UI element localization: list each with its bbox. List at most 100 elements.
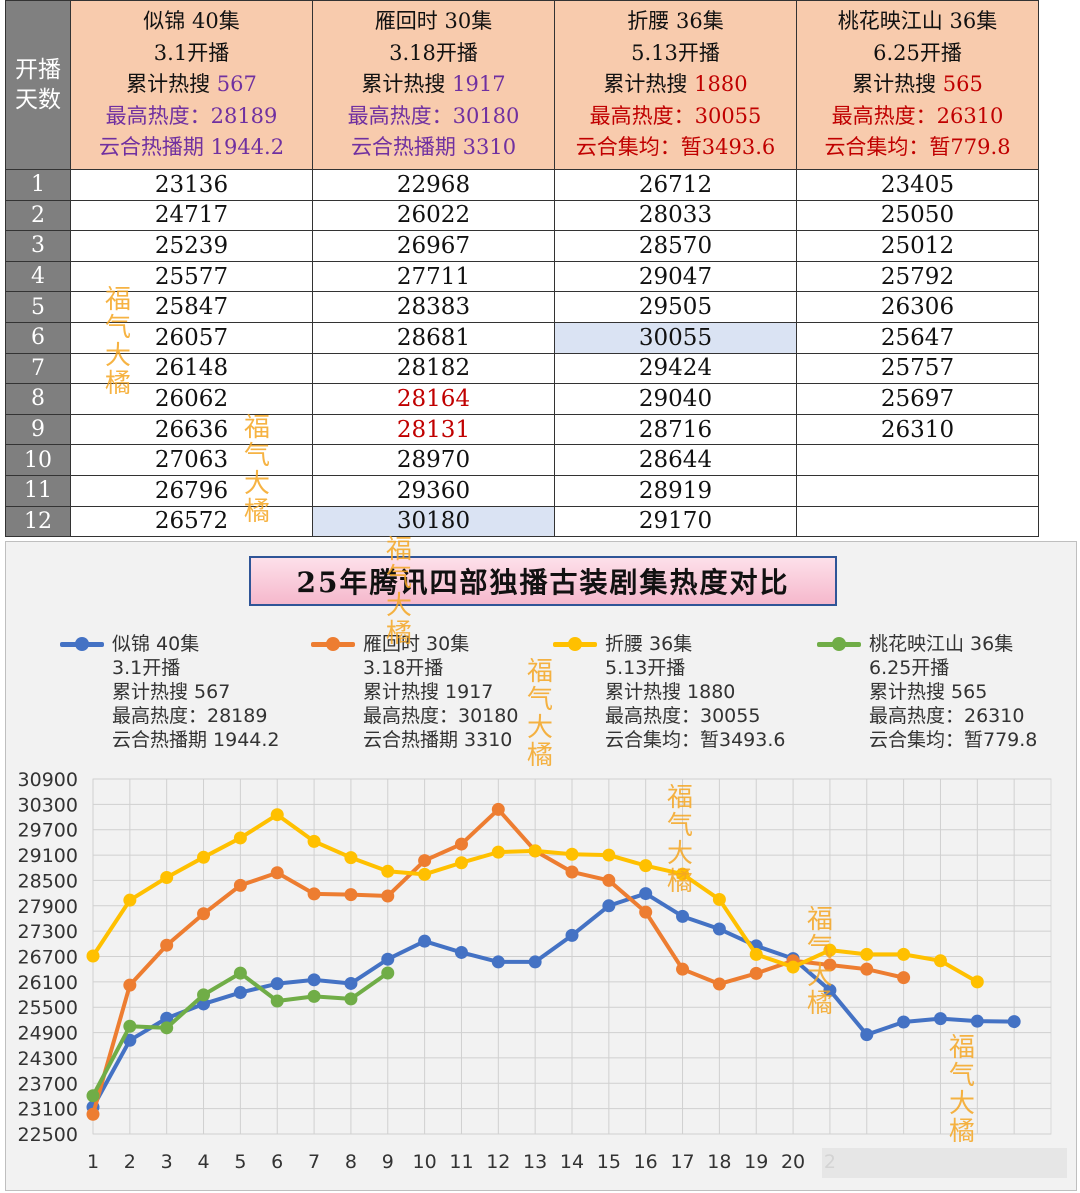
day-number: 10 — [5, 444, 71, 476]
heat-value-cell — [796, 444, 1039, 476]
data-point — [970, 975, 984, 989]
legend-detail: 云合集均：暂779.8 — [869, 729, 1038, 751]
legend-detail: 累计热搜 565 — [869, 681, 988, 703]
drama-header-line: 3.18开播 — [389, 40, 478, 65]
table-row: 8 26062 28164 29040 25697 — [5, 383, 1039, 415]
chart-title: 25年腾讯四部独播古装剧集热度对比 — [296, 566, 790, 599]
heat-value-cell: 25847 — [70, 291, 313, 323]
heat-value-cell: 28570 — [554, 230, 797, 262]
day-number: 1 — [5, 169, 71, 201]
table-row: 2 24717 26022 28033 25050 — [5, 199, 1039, 232]
data-point — [418, 867, 432, 881]
data-point — [160, 938, 174, 952]
x-tick-label: 1 — [87, 1151, 99, 1173]
drama-header-line: 累计热搜 565 — [852, 72, 983, 97]
data-point — [381, 952, 395, 966]
heat-value-cell: 29170 — [554, 505, 797, 538]
data-point — [528, 844, 542, 858]
y-tick-label: 29100 — [18, 845, 78, 867]
data-point — [823, 958, 837, 972]
legend-dot-icon — [832, 637, 846, 651]
y-tick-label: 29700 — [18, 820, 78, 842]
data-point — [160, 1011, 174, 1025]
table-row: 10 27063 28970 28644 — [5, 444, 1039, 476]
data-point — [418, 934, 432, 948]
watermark-text: 福气大橘 — [385, 535, 412, 649]
heat-value-cell — [796, 505, 1039, 538]
data-point — [86, 1089, 100, 1103]
day-number: 2 — [5, 199, 71, 232]
drama-header-line: 折腰 36集 — [627, 9, 724, 34]
data-point — [639, 887, 653, 901]
y-tick-label: 24900 — [18, 1023, 78, 1045]
legend-detail: 5.13开播 — [605, 657, 686, 679]
heat-value-cell: 26967 — [312, 230, 555, 262]
y-tick-label: 27900 — [18, 896, 78, 918]
legend-dot-icon — [568, 637, 582, 651]
legend-detail: 最高热度：28189 — [112, 705, 268, 727]
drama-header-line: 5.13开播 — [631, 40, 720, 65]
data-point — [233, 986, 247, 1000]
heat-value-cell: 27063 — [70, 444, 313, 476]
table-header-row: 开播天数 似锦 40集 3.1开播 累计热搜 567 最高热度：28189 云合热播期 … — [5, 0, 1039, 170]
data-point — [270, 866, 284, 880]
data-point — [933, 1012, 947, 1026]
data-point — [602, 873, 616, 887]
data-point — [676, 962, 690, 976]
day-number: 6 — [5, 321, 71, 354]
drama-header-line: 累计热搜 1917 — [361, 72, 506, 97]
legend-detail: 云合热播期 3310 — [363, 729, 513, 751]
y-tick-label: 25500 — [18, 997, 78, 1019]
x-tick-label: 19 — [744, 1151, 768, 1173]
heat-value-cell: 25012 — [796, 230, 1039, 262]
heat-value-cell: 23405 — [796, 169, 1039, 201]
data-point — [454, 837, 468, 851]
x-tick-label: 14 — [560, 1151, 584, 1173]
day-number: 5 — [5, 291, 71, 323]
watermark-text: 福气大橘 — [526, 657, 553, 771]
y-tick-label: 27300 — [18, 921, 78, 943]
heat-value-cell: 28131 — [312, 413, 555, 446]
heat-value-cell: 22968 — [312, 169, 555, 201]
x-tick-label: 6 — [271, 1151, 283, 1173]
data-point — [565, 928, 579, 942]
legend-detail: 3.1开播 — [112, 657, 181, 679]
drama-header-4: 桃花映江山 36集 6.25开播 累计热搜 565 最高热度：26310 云合集均：暂7… — [796, 0, 1039, 170]
data-point — [270, 977, 284, 991]
heat-value-cell: 25697 — [796, 383, 1039, 415]
heat-value-cell: 26306 — [796, 291, 1039, 323]
data-point — [344, 851, 358, 865]
watermark-text: 福气大橘 — [104, 285, 131, 399]
table-row: 6 26057 28681 30055 25647 — [5, 321, 1039, 354]
drama-header-line: 桃花映江山 36集 — [837, 9, 998, 34]
data-point — [381, 966, 395, 980]
x-tick-label: 18 — [707, 1151, 731, 1173]
watermark-text: 福气大橘 — [806, 905, 833, 1019]
drama-header-line: 累计热搜 1880 — [603, 72, 748, 97]
data-point — [749, 966, 763, 980]
y-tick-label: 23700 — [18, 1073, 78, 1095]
y-tick-label: 24300 — [18, 1048, 78, 1070]
data-point — [1007, 1015, 1021, 1029]
x-tick-label: 2 — [124, 1151, 136, 1173]
legend-detail: 最高热度：30180 — [363, 705, 519, 727]
heat-value-cell: 25792 — [796, 260, 1039, 293]
day-number: 11 — [5, 474, 71, 507]
table-row: 4 25577 27711 29047 25792 — [5, 260, 1039, 293]
data-point — [123, 1019, 137, 1033]
data-point — [454, 945, 468, 959]
data-point — [676, 909, 690, 923]
drama-header-line: 似锦 40集 — [143, 9, 240, 34]
heat-value-cell: 28681 — [312, 321, 555, 354]
y-tick-label: 22500 — [18, 1124, 78, 1146]
heat-value-cell: 25239 — [70, 230, 313, 262]
data-point — [676, 867, 690, 881]
heat-value-cell: 28919 — [554, 474, 797, 507]
data-point — [602, 848, 616, 862]
data-point — [897, 971, 911, 985]
legend-detail: 6.25开播 — [869, 657, 950, 679]
drama-header-line: 最高热度：30055 — [589, 103, 762, 128]
data-point — [712, 922, 726, 936]
heat-value-cell: 29424 — [554, 352, 797, 385]
